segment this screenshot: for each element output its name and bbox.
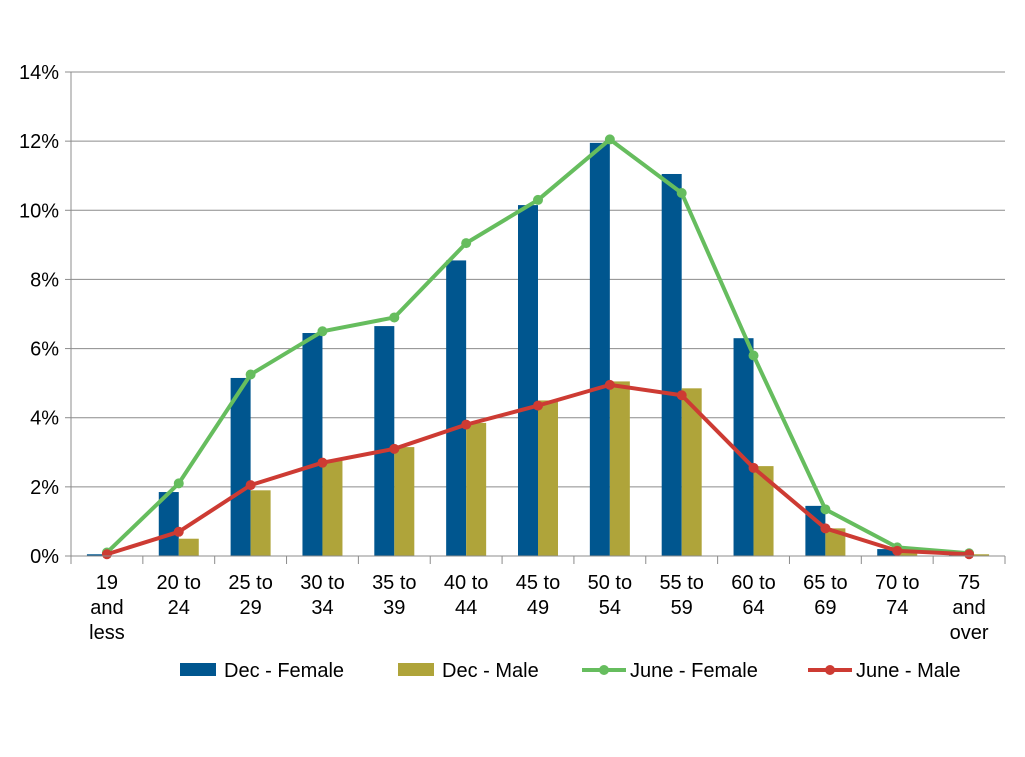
legend-label-dec-male: Dec - Male: [442, 660, 539, 682]
bar-dec-female: [446, 260, 467, 556]
bar-dec-male: [897, 550, 918, 556]
point-june-male: [964, 549, 975, 560]
x-tick-label: 65 to 69: [803, 572, 847, 619]
x-tick-label: 35 to 39: [372, 572, 416, 619]
bar-dec-male: [322, 460, 343, 556]
point-june-male: [892, 545, 903, 556]
x-tick-label: 60 to 64: [731, 572, 775, 619]
x-tick-label: 55 to 59: [659, 572, 703, 619]
bar-dec-female: [374, 326, 395, 556]
y-tick-label: 2%: [30, 477, 59, 499]
bar-dec-female: [661, 173, 682, 556]
legend-label-june-male: June - Male: [856, 660, 961, 682]
axes: [65, 71, 1006, 564]
bar-dec-male: [178, 538, 199, 556]
point-june-female: [748, 350, 759, 361]
point-june-female: [820, 504, 831, 515]
bar-dec-female: [589, 142, 610, 556]
bar-dec-female: [230, 377, 251, 556]
bar-dec-male: [466, 422, 487, 556]
point-june-female: [676, 188, 687, 198]
y-tick-label: 4%: [30, 408, 59, 430]
x-tick-label: 30 to 34: [300, 572, 344, 619]
point-june-male: [748, 462, 759, 473]
y-axis-ticks: 0% 2% 4% 6% 8% 10% 12% 14%: [19, 62, 59, 568]
legend-label-dec-female: Dec - Female: [224, 660, 344, 682]
bar-dec-female: [158, 492, 179, 556]
x-tick-label: 75 and over: [950, 572, 989, 644]
point-june-female: [533, 194, 543, 205]
legend-marker-june-female: [599, 665, 609, 675]
legend-label-june-female: June - Female: [630, 660, 758, 682]
legend-swatch-dec-male: [398, 663, 434, 676]
x-tick-label: 19 and less: [89, 572, 125, 644]
bar-dec-female: [518, 205, 538, 556]
legend-marker-june-male: [825, 665, 835, 675]
point-june-male: [101, 549, 112, 560]
y-tick-label: 0%: [30, 546, 59, 568]
x-tick-label: 50 to 54: [588, 572, 632, 619]
x-tick-label: 25 to 29: [228, 572, 272, 619]
x-tick-label: 40 to 44: [444, 572, 488, 619]
point-june-male: [173, 526, 184, 537]
point-june-male: [461, 419, 472, 430]
point-june-female: [245, 369, 256, 380]
bar-dec-male: [538, 400, 558, 556]
bar-dec-female: [302, 333, 323, 556]
point-june-male: [604, 379, 615, 390]
bar-dec-male: [609, 381, 630, 556]
point-june-male: [533, 400, 543, 411]
x-axis-ticks: 19 and less 20 to 24 25 to 29 30 to 34 35 to 39 40 …: [89, 572, 989, 644]
y-tick-label: 8%: [30, 269, 59, 291]
point-june-male: [820, 523, 831, 534]
bar-dec-male: [394, 447, 415, 556]
y-tick-label: 14%: [19, 62, 59, 84]
y-tick-label: 12%: [19, 131, 59, 153]
point-june-male: [676, 390, 687, 401]
point-june-female: [604, 134, 615, 145]
bar-dec-male: [681, 388, 702, 556]
x-tick-label: 20 to 24: [157, 572, 201, 619]
x-tick-label: 70 to 74: [875, 572, 919, 619]
y-tick-label: 6%: [30, 339, 59, 361]
bar-dec-male: [250, 490, 271, 556]
bars: [86, 142, 990, 556]
bar-dec-female: [877, 549, 898, 556]
point-june-female: [173, 478, 184, 489]
y-tick-label: 10%: [19, 200, 59, 222]
bar-dec-female: [86, 554, 107, 556]
legend-swatch-dec-female: [180, 663, 216, 676]
legend: Dec - Female Dec - Male June - Female June …: [180, 660, 961, 682]
x-tick-label: 45 to 49: [516, 572, 560, 619]
bar-dec-male: [969, 554, 990, 556]
point-june-female: [389, 312, 400, 323]
point-june-female: [317, 326, 328, 337]
point-june-male: [389, 443, 400, 454]
bar-dec-male: [825, 528, 846, 556]
series-lines: [101, 134, 975, 560]
point-june-female: [461, 238, 472, 249]
point-june-male: [317, 457, 328, 468]
bar-dec-female: [733, 338, 754, 556]
bar-dec-female: [805, 505, 826, 556]
point-june-male: [245, 480, 256, 491]
bar-dec-male: [753, 466, 774, 556]
